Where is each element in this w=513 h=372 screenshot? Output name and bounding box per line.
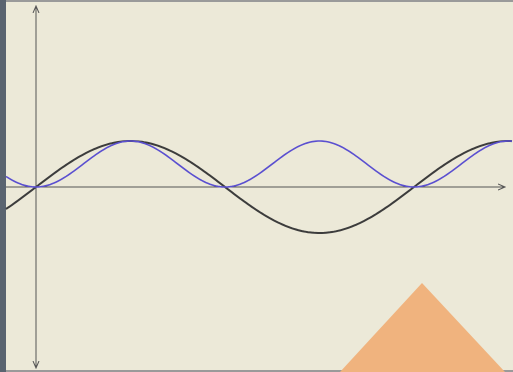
orange-triangle [340, 283, 505, 372]
sine-squared-curve [5, 140, 513, 188]
left-border [0, 0, 6, 372]
sine-curve [5, 140, 513, 234]
